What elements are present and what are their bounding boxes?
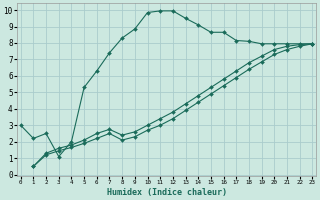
X-axis label: Humidex (Indice chaleur): Humidex (Indice chaleur) <box>107 188 227 197</box>
